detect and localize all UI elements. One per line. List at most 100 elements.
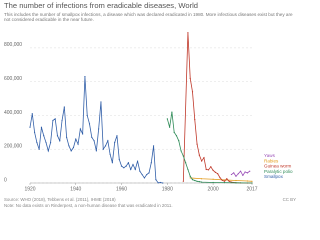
chart-subtitle: This includes the number of smallpox inf… <box>4 12 293 23</box>
point <box>155 179 157 181</box>
point <box>98 128 100 130</box>
x-tick-label: 1940 <box>70 186 81 192</box>
point <box>228 180 230 182</box>
point <box>251 182 253 184</box>
point <box>185 162 187 164</box>
point <box>29 126 31 128</box>
point <box>148 172 150 174</box>
point <box>40 126 43 128</box>
point <box>79 128 81 130</box>
point <box>59 140 61 142</box>
legend-label: Rabies <box>264 158 279 163</box>
point <box>84 76 86 78</box>
point <box>173 131 175 133</box>
chart: The number of infections from eradicable… <box>4 1 296 208</box>
point <box>175 135 178 137</box>
point <box>45 141 47 144</box>
point <box>123 167 125 169</box>
point <box>198 181 200 183</box>
point <box>246 180 249 182</box>
point <box>178 140 180 142</box>
point <box>143 177 146 179</box>
point <box>214 171 216 173</box>
y-tick-label: 800,000 <box>4 42 22 48</box>
point <box>171 111 173 113</box>
point <box>114 141 116 144</box>
chart-title: The number of infections from eradicable… <box>4 1 198 10</box>
point <box>107 140 109 142</box>
point <box>235 175 237 177</box>
point <box>162 182 164 184</box>
point <box>187 32 189 34</box>
x-tick-label: 2000 <box>208 186 219 192</box>
point <box>49 141 52 144</box>
point <box>221 179 223 181</box>
point <box>194 119 196 121</box>
point <box>230 173 233 176</box>
point <box>130 168 132 171</box>
point <box>91 136 93 138</box>
point <box>77 143 79 145</box>
x-tick-label: 1920 <box>24 186 35 192</box>
point <box>146 173 148 176</box>
point <box>38 148 40 150</box>
x-tick-label: 2017 <box>246 186 257 192</box>
license: CC BY <box>283 197 296 202</box>
point <box>120 165 123 167</box>
point <box>237 173 239 175</box>
point <box>141 173 143 176</box>
point <box>212 178 214 180</box>
note: Note: No data exists on Rinderpest, a no… <box>4 203 173 208</box>
point <box>63 106 65 108</box>
series-line <box>231 170 250 177</box>
point <box>233 172 235 174</box>
point <box>223 182 226 184</box>
point <box>212 169 214 171</box>
point <box>169 126 171 128</box>
point <box>249 170 251 172</box>
point <box>196 143 198 145</box>
point <box>88 123 91 125</box>
point <box>132 163 134 166</box>
point <box>198 154 200 156</box>
point <box>111 162 113 164</box>
point <box>244 171 246 173</box>
point <box>180 150 182 152</box>
point <box>104 145 107 147</box>
point <box>191 91 194 93</box>
legend-label: Guinea worm <box>264 164 291 169</box>
x-tick-label: 1960 <box>116 186 127 192</box>
y-tick-label: 600,000 <box>4 76 22 82</box>
point <box>93 140 95 142</box>
point <box>235 182 237 184</box>
point <box>116 135 118 137</box>
point <box>61 119 63 122</box>
point <box>52 119 54 122</box>
series-line <box>182 32 253 184</box>
point <box>201 160 203 162</box>
point <box>187 168 189 171</box>
point <box>251 180 253 182</box>
point <box>223 179 226 181</box>
y-tick-label: 400,000 <box>4 110 22 116</box>
point <box>246 172 249 174</box>
point <box>219 176 221 179</box>
point <box>159 181 162 184</box>
point <box>226 178 228 180</box>
point <box>150 162 152 164</box>
legend-label: Yaws <box>264 153 276 158</box>
legend-label: Paralytic polio <box>264 169 293 174</box>
point <box>95 150 97 152</box>
point <box>102 148 104 150</box>
point <box>127 162 130 164</box>
point <box>47 150 49 152</box>
point <box>86 114 88 117</box>
series-line <box>166 112 253 184</box>
point <box>75 138 77 140</box>
point <box>54 118 56 120</box>
source: Source: WHO (2018), Tebbens et al. (2011… <box>4 197 116 202</box>
point <box>134 168 136 171</box>
point <box>191 179 194 181</box>
legend-label: Smallpox <box>264 174 284 179</box>
point <box>152 145 155 147</box>
